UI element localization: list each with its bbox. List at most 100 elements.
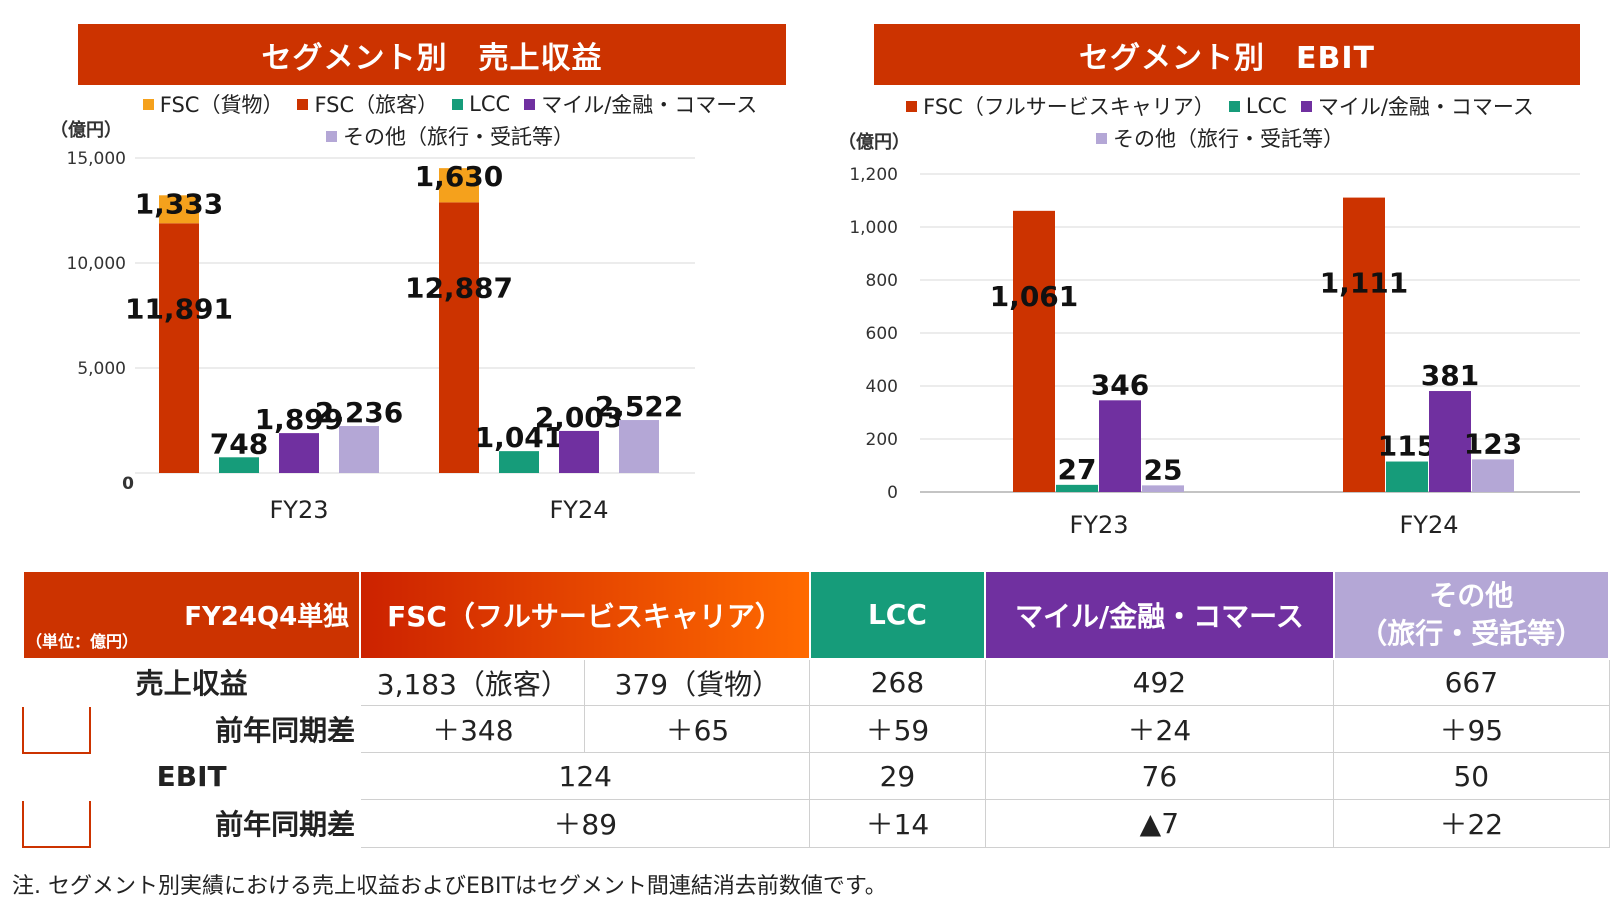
legend-label: FSC（フルサービスキャリア）	[923, 95, 1215, 119]
legend-item: LCC	[452, 88, 510, 120]
table-row-revenue-yoy: 前年同期差 ＋348 ＋65 ＋59 ＋24 ＋95	[21, 704, 1610, 754]
y-tick-label: 10,000	[67, 254, 126, 274]
data-label-lcc: 1,041	[475, 421, 564, 454]
legend-label: その他（旅行・受託等）	[1113, 127, 1344, 151]
cell-ebit-lcc: 29	[809, 752, 986, 801]
x-category-label: FY23	[1069, 511, 1128, 539]
legend-item: マイル/金融・コマース	[1300, 90, 1534, 122]
x-category-label: FY24	[549, 496, 608, 524]
row-label-revenue-yoy: 前年同期差	[89, 704, 362, 754]
legend-swatch	[142, 98, 154, 110]
legend-label: マイル/金融・コマース	[1317, 95, 1534, 119]
data-label-fsc-passenger: 11,891	[125, 292, 233, 325]
row-label-ebit: EBIT	[21, 751, 362, 801]
data-label-lcc: 115	[1378, 430, 1436, 463]
ebit-chart: 0 200 400 600 800 1,000 1,200 1,061 27 346 25 FY23 1…	[849, 165, 1580, 539]
y-tick-label: 1,000	[849, 218, 898, 238]
data-label-lcc: 27	[1058, 453, 1097, 486]
legend-label: FSC（旅客）	[314, 93, 439, 117]
fy24q4-segment-table: FY24Q4単独 （単位：億円） FSC（フルサービスキャリア） LCC マイル…	[21, 570, 1611, 849]
cell-revenue-yoy-other: ＋95	[1333, 705, 1610, 754]
bar-fsc	[1343, 197, 1385, 492]
legend-item: その他（旅行・受託等）	[1096, 122, 1344, 154]
data-label-other: 2,236	[315, 396, 404, 429]
revenue-chart-title: セグメント別 売上収益	[78, 24, 786, 85]
cell-revenue-lcc: 268	[809, 658, 986, 707]
legend-item: FSC（旅客）	[297, 88, 438, 120]
bar-other	[619, 420, 659, 473]
legend-swatch	[1300, 100, 1312, 112]
cell-revenue-yoy-lcc: ＋59	[809, 705, 986, 754]
legend-swatch	[1228, 100, 1240, 112]
y-tick-label: 600	[866, 324, 898, 344]
bar-mile	[279, 433, 319, 473]
table-period-label: FY24Q4単独	[184, 602, 350, 633]
bar-lcc	[219, 457, 259, 473]
cell-revenue-other: 667	[1333, 658, 1610, 707]
legend-label: マイル/金融・コマース	[541, 93, 758, 117]
table-header-other-line1: その他	[1429, 578, 1514, 612]
legend-label: LCC	[469, 92, 511, 116]
row-label-revenue: 売上収益	[21, 657, 362, 707]
cell-revenue-fsc-cargo: 379（貨物）	[584, 658, 811, 707]
revenue-chart: 0 5,000 10,000 15,000 1,333 11,891 7481,8992,2…	[67, 149, 695, 524]
data-label-mile: 381	[1421, 359, 1479, 392]
cell-revenue-fsc-passenger: 3,183（旅客）	[359, 658, 586, 707]
legend-item: マイル/金融・コマース	[524, 88, 757, 120]
legend-item: LCC	[1228, 90, 1287, 122]
cell-revenue-yoy-mile: ＋24	[984, 705, 1335, 754]
revenue-chart-legend: FSC（貨物） FSC（旅客） LCC マイル/金融・コマースその他（旅行・受託等）	[100, 88, 800, 152]
footnote: 注. セグメント別実績における売上収益およびEBITはセグメント間連結消去前数値…	[12, 874, 887, 899]
ebit-chart-title: セグメント別 EBIT	[874, 24, 1580, 85]
table-header-lcc: LCC	[808, 570, 987, 660]
legend-swatch	[906, 100, 918, 112]
bar-fsc-cargo	[159, 195, 199, 224]
data-label-mile: 346	[1091, 368, 1149, 401]
bar-other	[1472, 459, 1514, 492]
bar-mile	[1429, 391, 1471, 492]
table-row-ebit: EBIT 124 29 76 50	[21, 751, 1610, 801]
row-indent-revenue-yoy	[21, 704, 92, 754]
bar-other	[339, 426, 379, 473]
data-label-mile: 2,003	[535, 401, 624, 434]
table-corner-header: FY24Q4単独 （単位：億円）	[21, 570, 362, 660]
legend-swatch	[452, 98, 464, 110]
cell-ebit-other: 50	[1333, 752, 1610, 801]
cell-ebit-fsc: 124	[359, 752, 811, 801]
data-label-other: 25	[1144, 453, 1183, 486]
data-label-fsc-cargo: 1,333	[135, 187, 224, 220]
bar-lcc	[1386, 461, 1428, 492]
y-tick-label: 5,000	[77, 359, 126, 379]
bar-fsc-cargo	[439, 168, 479, 203]
cell-ebit-mile: 76	[984, 752, 1335, 801]
data-label-lcc: 748	[210, 427, 268, 460]
y-tick-label: 200	[866, 430, 898, 450]
y-tick-label: 15,000	[67, 149, 126, 169]
ebit-chart-legend: FSC（フルサービスキャリア） LCC マイル/金融・コマースその他（旅行・受託等）	[880, 90, 1560, 154]
bar-mile	[1099, 400, 1141, 492]
data-label-fsc-passenger: 12,887	[405, 271, 513, 304]
table-unit-label: （単位：億円）	[26, 631, 139, 651]
table-header-fsc: FSC（フルサービスキャリア）	[359, 570, 811, 660]
y-tick-label: 800	[866, 271, 898, 291]
legend-swatch	[326, 130, 337, 142]
row-indent-ebit-yoy	[21, 798, 92, 849]
data-label-other: 123	[1464, 427, 1522, 460]
y-tick-label: 0	[887, 483, 898, 503]
legend-label: LCC	[1245, 94, 1287, 118]
data-label-fsc: 1,111	[1320, 267, 1409, 300]
table-row-ebit-yoy: 前年同期差 ＋89 ＋14 ▲7 ＋22	[21, 798, 1610, 849]
row-label-ebit-yoy: 前年同期差	[89, 798, 362, 849]
legend-item: その他（旅行・受託等）	[326, 120, 574, 152]
cell-ebit-yoy-other: ＋22	[1333, 799, 1610, 848]
cell-revenue-yoy-fsc-passenger: ＋348	[359, 705, 586, 754]
legend-label: その他（旅行・受託等）	[343, 125, 574, 149]
legend-label: FSC（貨物）	[159, 93, 284, 117]
data-label-other: 2,522	[595, 390, 684, 423]
cell-ebit-yoy-mile: ▲7	[984, 799, 1335, 848]
bar-fsc	[1013, 210, 1055, 492]
cell-ebit-yoy-lcc: ＋14	[809, 799, 986, 848]
data-label-mile: 1,899	[255, 403, 344, 436]
y-tick-label: 1,200	[849, 165, 898, 185]
bar-other	[1142, 485, 1184, 492]
